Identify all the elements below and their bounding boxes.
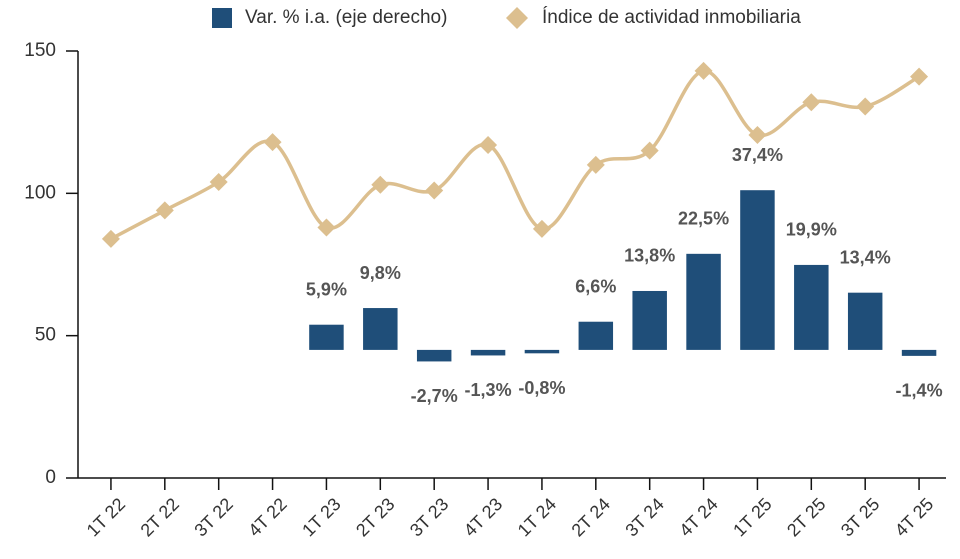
line-marker [263, 133, 282, 152]
x-tick-label: 1T 22 [83, 494, 129, 540]
x-tick-label: 1T 25 [729, 494, 775, 540]
data-label: -0,8% [518, 378, 565, 398]
data-label: 13,8% [624, 246, 675, 266]
x-tick-label: 1T 23 [298, 494, 344, 540]
data-label: 37,4% [732, 145, 783, 165]
line-marker [155, 201, 174, 220]
bar [847, 292, 883, 350]
line-marker [856, 97, 875, 116]
line-marker [317, 218, 336, 237]
line-marker [532, 219, 551, 238]
x-tick-label: 1T 24 [514, 494, 560, 540]
line [110, 69, 920, 241]
x-tick-label: 2T 23 [352, 494, 398, 540]
bar [309, 324, 344, 350]
x-tick-label: 4T 22 [244, 494, 290, 540]
line-marker [802, 93, 821, 112]
line-marker [910, 67, 929, 86]
x-tick-label: 4T 25 [891, 494, 937, 540]
y-tick-label: 150 [24, 40, 56, 61]
line-marker [371, 175, 390, 194]
x-tick-label: 3T 22 [190, 494, 236, 540]
x-tick-label: 3T 25 [837, 494, 883, 540]
data-label: 9,8% [360, 263, 401, 283]
data-label: -1,4% [896, 381, 943, 401]
bar [632, 290, 667, 350]
y-tick-label: 50 [35, 325, 56, 346]
bar [578, 321, 614, 350]
bar [524, 349, 560, 354]
legend: Var. % i.a. (eje derecho) Índice de activ… [212, 7, 801, 29]
x-tick-label: 3T 24 [621, 494, 667, 540]
data-label: 5,9% [306, 279, 347, 299]
data-label: -2,7% [411, 386, 458, 406]
line-marker [101, 229, 120, 248]
data-label: 6,6% [575, 276, 616, 296]
x-tick-label: 2T 22 [137, 494, 183, 540]
x-tick-label: 4T 23 [460, 494, 506, 540]
bar [794, 264, 829, 350]
line-marker [748, 125, 767, 144]
line-marker [586, 155, 605, 174]
y-tick-label: 0 [45, 467, 56, 488]
data-label: 22,5% [678, 209, 729, 229]
legend-label: Var. % i.a. (eje derecho) [245, 7, 447, 28]
bar [740, 190, 775, 350]
legend-swatch [212, 8, 232, 28]
bar [470, 349, 506, 356]
line-marker [425, 181, 444, 200]
bar [901, 349, 937, 356]
data-label: -1,3% [465, 380, 512, 400]
bar [686, 253, 721, 350]
data-label: 13,4% [840, 247, 891, 267]
line-marker [479, 135, 498, 154]
x-tick-label: 2T 25 [783, 494, 829, 540]
bar [416, 349, 452, 362]
x-tick-label: 4T 24 [675, 494, 721, 540]
line-marker [209, 172, 228, 191]
y-tick-label: 100 [24, 182, 56, 203]
line-marker [640, 141, 659, 160]
x-tick-label: 2T 24 [568, 494, 614, 540]
legend-label: Índice de actividad inmobiliaria [542, 7, 801, 28]
line-marker [694, 61, 713, 80]
data-label: 19,9% [786, 220, 837, 240]
x-tick-label: 3T 23 [406, 494, 452, 540]
legend-swatch [506, 7, 528, 29]
bar [363, 308, 398, 350]
